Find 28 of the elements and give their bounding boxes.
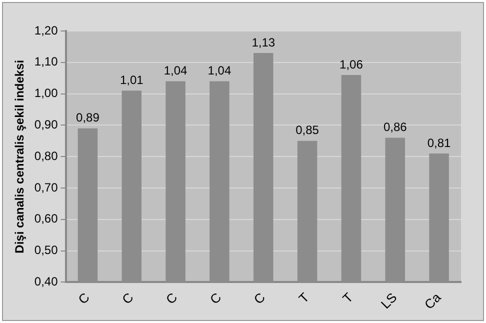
x-tick-label: C [206, 290, 224, 308]
y-tick-label: 0,50 [34, 243, 58, 258]
y-tick-label: 0,60 [34, 212, 58, 226]
y-tick-label: 0,80 [34, 148, 58, 163]
x-tick-label: C [250, 290, 268, 308]
x-tick-label: C [75, 290, 92, 308]
x-tick-label: LS [378, 290, 400, 312]
data-label: 1,04 [164, 64, 188, 78]
data-label: 0,86 [383, 120, 408, 134]
y-tick-label: 0,70 [34, 180, 58, 194]
data-label: 1,01 [120, 72, 144, 87]
y-tick-label: 1,00 [34, 86, 58, 100]
y-tick-label: 1,20 [34, 23, 58, 38]
x-tick-label: C [162, 290, 180, 308]
data-label: 1,04 [208, 64, 232, 78]
x-tick-label: T [296, 290, 312, 306]
x-tick-label: C [119, 290, 136, 308]
x-tick-label: T [340, 290, 356, 306]
y-axis-title: Dişi canalis centralis şekil indeksi [12, 60, 27, 254]
data-label: 0,89 [76, 110, 100, 125]
x-tick-label: Ca [421, 289, 444, 312]
data-label: 0,85 [296, 123, 320, 138]
y-tick-label: 0,40 [34, 274, 58, 289]
data-label: 0,81 [427, 136, 452, 150]
y-tick-label: 0,90 [34, 118, 58, 132]
data-label: 1,13 [252, 35, 276, 50]
y-tick-label: 1,10 [34, 54, 58, 69]
data-label: 1,06 [340, 57, 364, 72]
